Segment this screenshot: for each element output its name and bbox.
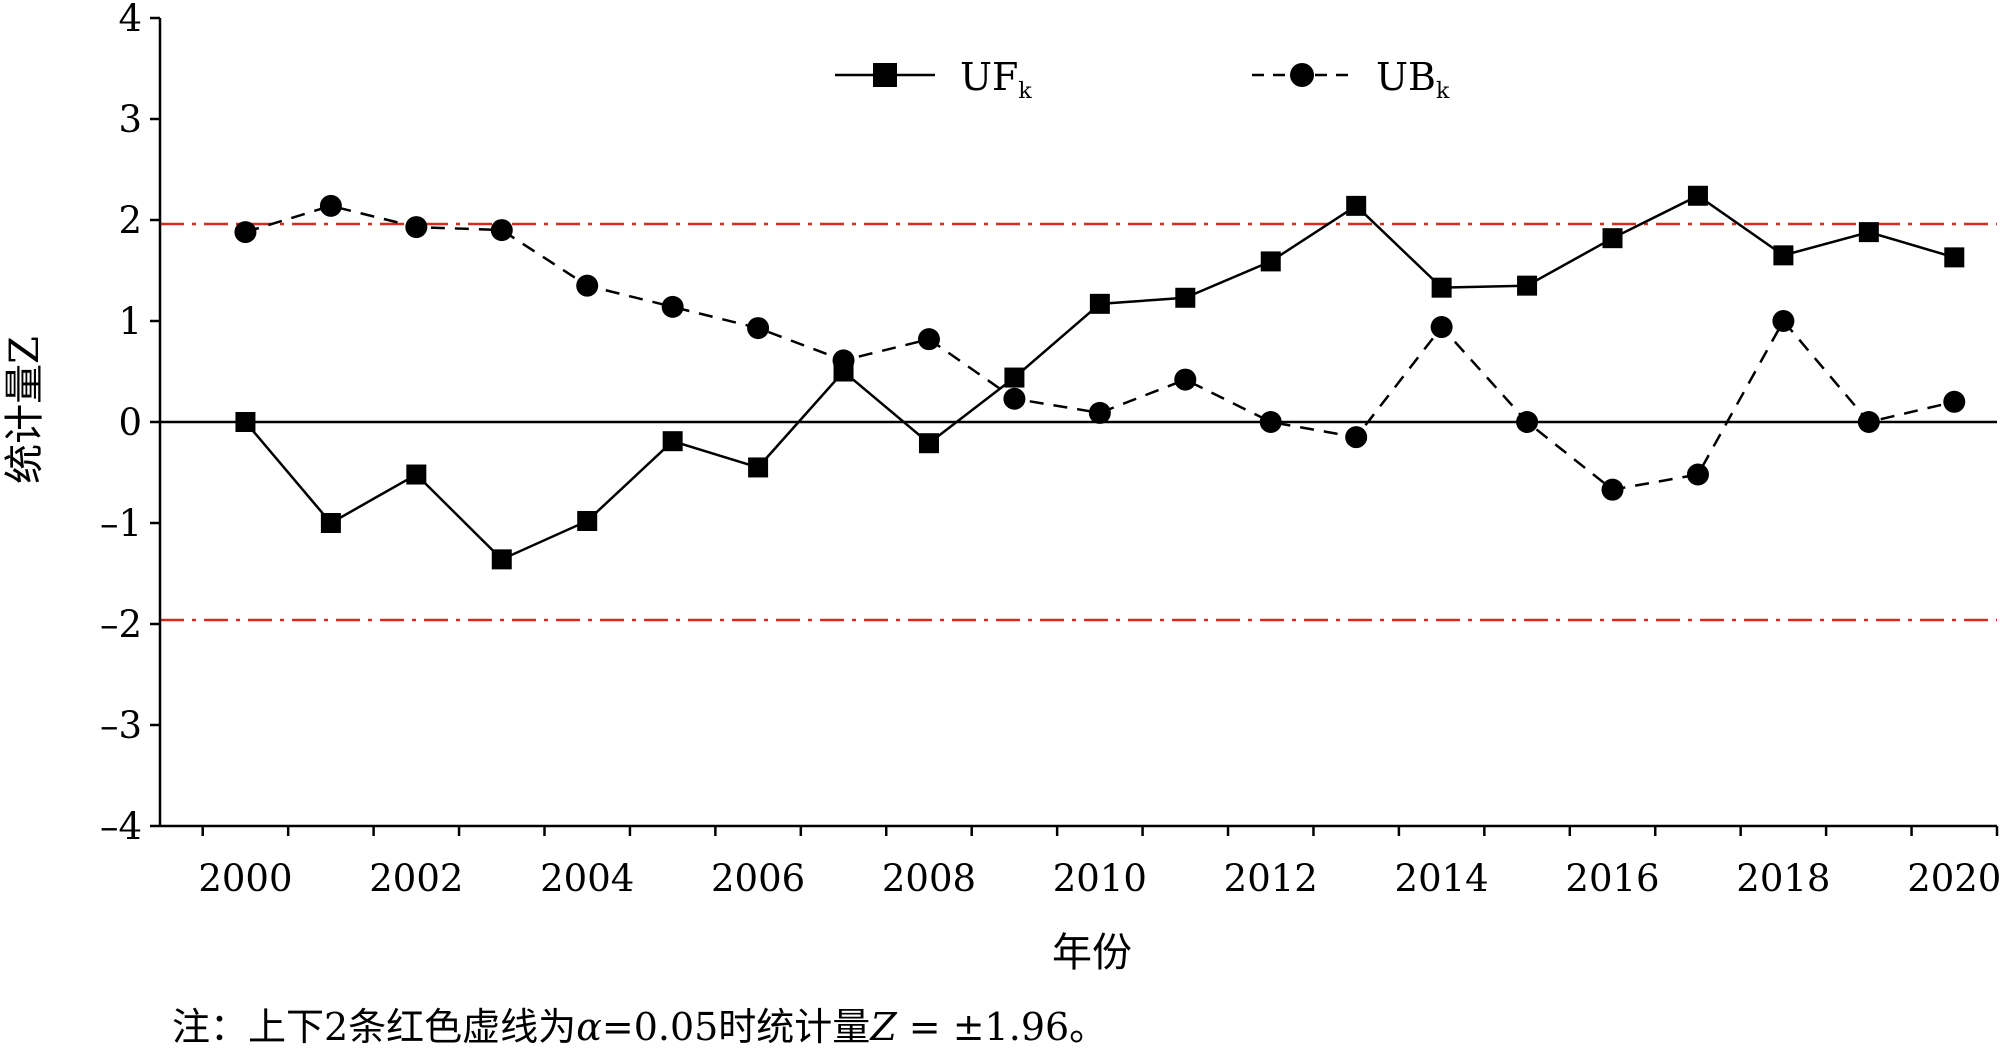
series-uf-point [491, 549, 512, 570]
series-uf-point [1346, 195, 1367, 216]
series-ub-line [245, 204, 1955, 491]
reference-lines [160, 222, 1997, 622]
series-uf-line [244, 194, 1955, 561]
series-ub-point [1686, 463, 1709, 486]
series-uf-point [1089, 293, 1110, 314]
series-ub-point [1174, 368, 1197, 391]
series-ub-point [1857, 411, 1880, 433]
legend-ub-label: UBk [1376, 55, 1450, 104]
x-tick-label: 2018 [1736, 857, 1830, 900]
x-axis-ticks: 2000 2002 2004 2006 2008 2010 2012 2014 2016 2018… [198, 826, 2000, 900]
legend-uf-label: UFk [960, 55, 1032, 104]
y-tick-label: –2 [100, 603, 142, 646]
legend-item-uf: UFk [835, 55, 1032, 104]
series-uf-point [1773, 245, 1794, 266]
x-tick-label: 2020 [1907, 857, 2000, 900]
series-ub-point [1430, 316, 1453, 339]
series-uf-point [406, 464, 427, 485]
x-tick-label: 2012 [1224, 857, 1318, 900]
y-tick-label: –3 [100, 704, 142, 747]
y-tick-label: 3 [118, 98, 142, 141]
legend-uf-marker [873, 63, 897, 87]
series-ub-point [1003, 387, 1026, 410]
series-ub-point [1943, 390, 1966, 413]
series-uf-point [1175, 287, 1196, 308]
y-tick-label: 4 [118, 0, 142, 40]
series-ub-point [1088, 401, 1111, 424]
series-ub-point [234, 221, 257, 244]
series-uf-point [1858, 222, 1879, 243]
x-tick-label: 2006 [711, 857, 805, 900]
series-uf-point [1687, 185, 1708, 206]
series-uf-point [1944, 247, 1965, 268]
footnote: 注：上下2条红色虚线为α=0.05时统计量Z = ±1.96。 [172, 1005, 1107, 1049]
series-ub-point [319, 194, 342, 217]
y-tick-label: 0 [118, 401, 142, 444]
x-tick-label: 2002 [369, 857, 463, 900]
series-ub-point [1772, 310, 1795, 332]
series-ub-point [405, 216, 428, 239]
y-tick-label: 1 [118, 300, 142, 343]
series-uf-point [1517, 275, 1538, 296]
series-layer [234, 185, 1966, 570]
x-tick-label: 2014 [1395, 857, 1489, 900]
y-tick-label: 2 [118, 199, 142, 242]
legend: UFk UBk [835, 55, 1450, 104]
series-uf-point [577, 510, 598, 531]
series-uf-point [1260, 251, 1281, 272]
series-ub-point [1516, 411, 1539, 433]
y-tick-label: –4 [100, 805, 142, 848]
series-uf-point [1602, 228, 1623, 249]
series-ub-point [917, 328, 940, 351]
x-axis-label: 年份 [1052, 930, 1132, 976]
series-ub-point [490, 219, 513, 242]
series-uf-point [1431, 277, 1452, 298]
series-ub-point [1259, 411, 1282, 433]
series-ub-point [1345, 426, 1368, 449]
series-uf-point [918, 433, 939, 454]
series-uf-point [662, 431, 683, 452]
series-uf-point [320, 513, 341, 533]
x-tick-label: 2004 [540, 857, 634, 900]
series-ub-point [661, 295, 684, 318]
x-tick-label: 2010 [1053, 857, 1147, 900]
series-ub-point [832, 349, 855, 372]
series-ub-point [576, 274, 599, 297]
y-axis-ticks: 4 3 2 1 0 –1 –2 –3 –4 [100, 0, 160, 848]
series-uf-point [1004, 367, 1025, 388]
x-tick-label: 2016 [1565, 857, 1659, 900]
series-uf-point [235, 412, 256, 432]
y-tick-label: –1 [100, 502, 142, 545]
series-ub-point [1601, 478, 1624, 501]
series-ub-point [747, 317, 770, 340]
y-axis-label: 统计量Z [2, 336, 48, 484]
x-tick-label: 2000 [198, 857, 292, 900]
series-uf-point [748, 457, 769, 478]
legend-ub-marker [1290, 63, 1314, 87]
legend-item-ub: UBk [1252, 55, 1450, 104]
x-tick-label: 2008 [882, 857, 976, 900]
